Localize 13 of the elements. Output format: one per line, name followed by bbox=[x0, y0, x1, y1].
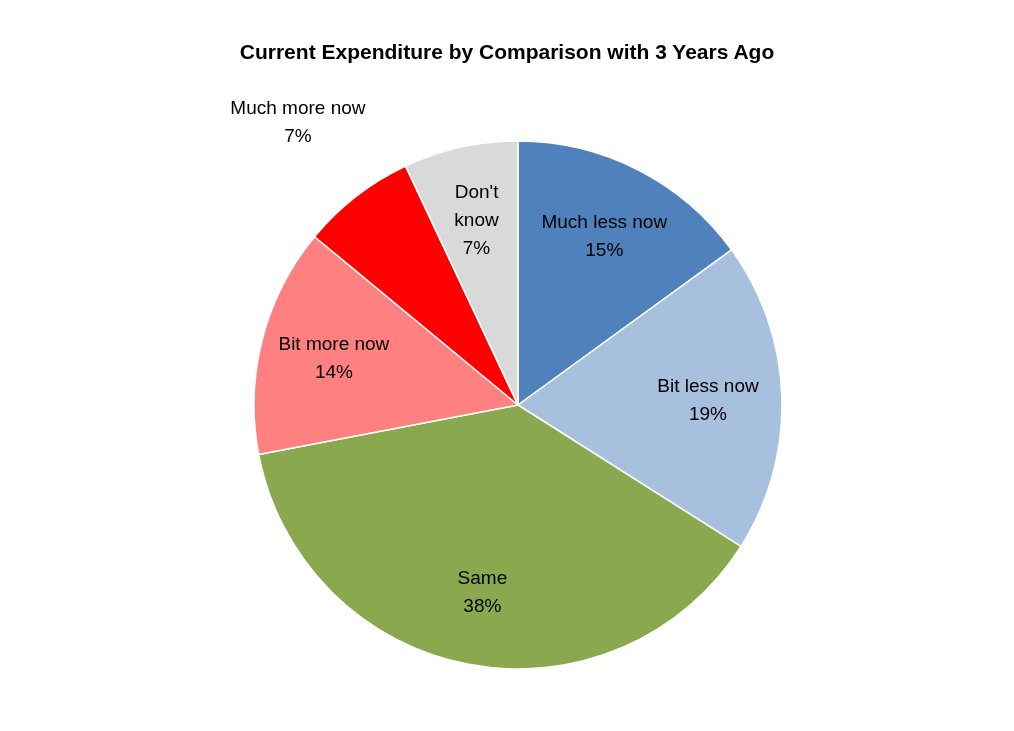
data-label: 19% bbox=[688, 402, 728, 424]
slice-label: Same bbox=[457, 567, 508, 589]
data-label: 14% bbox=[314, 361, 354, 383]
data-label: 38% bbox=[463, 595, 502, 617]
data-label: 7% bbox=[284, 124, 312, 146]
data-label: 7% bbox=[462, 237, 491, 258]
chart-title: Current Expenditure by Comparison with 3 Years Ago bbox=[239, 40, 775, 63]
data-label: 15% bbox=[585, 239, 624, 261]
slice-label: Much less now bbox=[541, 211, 668, 233]
slice-label: Bit more now bbox=[278, 333, 390, 355]
slice-label: Much more now bbox=[230, 96, 366, 118]
slice-label: Bit less now bbox=[657, 374, 759, 396]
slice-label: Don't know bbox=[454, 181, 500, 230]
